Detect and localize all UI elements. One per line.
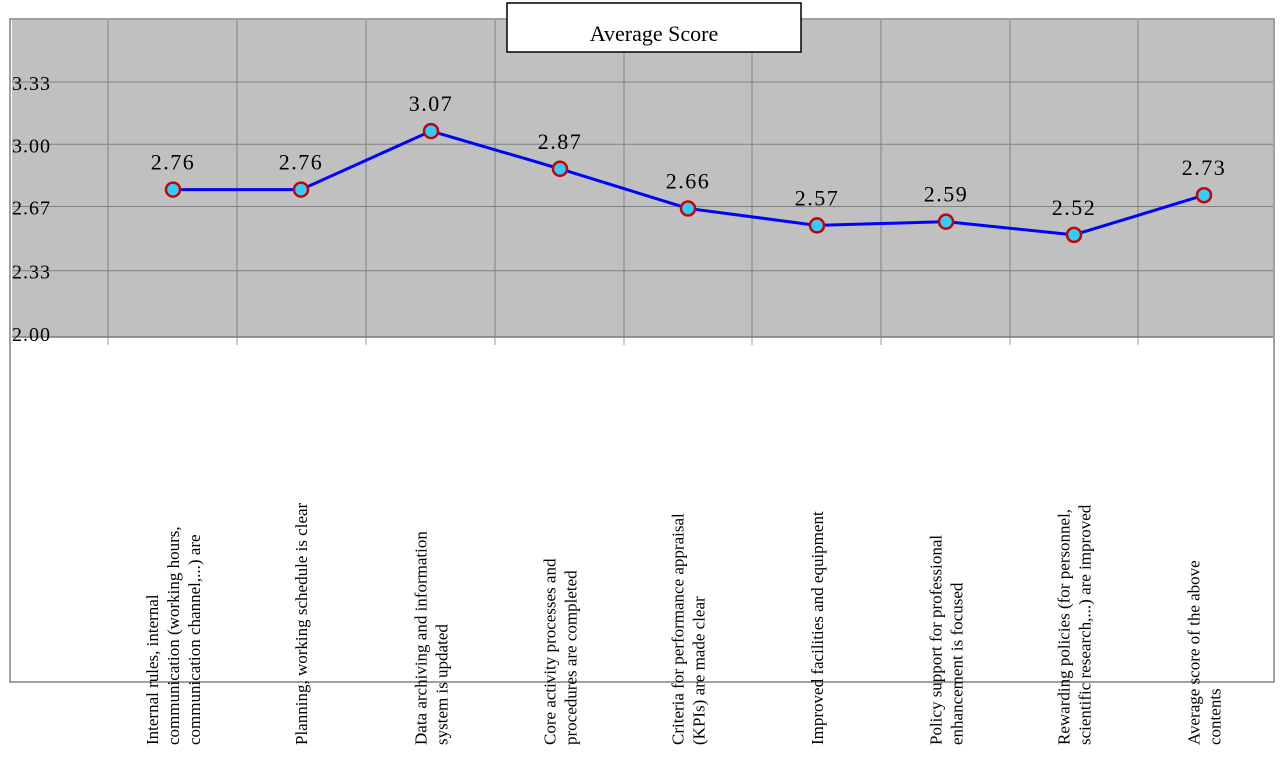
y-tick-label: 2.33 [12, 262, 51, 284]
x-category-label: communication (working hours, [164, 526, 183, 745]
x-category-label: Internal rules, internal [143, 594, 162, 745]
data-point-marker [1195, 186, 1213, 204]
data-label: 3.07 [409, 91, 454, 116]
data-label: 2.76 [279, 150, 324, 175]
data-label: 2.87 [538, 129, 583, 154]
data-label: 2.57 [795, 185, 840, 210]
x-category-label: contents [1206, 688, 1225, 745]
x-category-label: Rewarding policies (for personnel, [1055, 509, 1074, 745]
x-category-label: Planning, working schedule is clear [292, 502, 311, 745]
data-point-marker [551, 160, 569, 178]
x-category-label: Policy support for professional [927, 535, 946, 745]
data-point-marker [422, 122, 440, 140]
data-point-marker [292, 181, 310, 198]
y-tick-label: 2.00 [12, 324, 51, 346]
x-category-label: Average score of the above [1185, 560, 1204, 745]
data-label: 2.66 [666, 168, 711, 193]
data-labels: 2.76 2.76 3.07 2.87 2.66 2.57 2.59 2.52 2.73 [151, 91, 1227, 220]
y-axis-tick-labels: 3.33 3.00 2.67 2.33 2.00 [12, 73, 51, 346]
x-category-label: communication channel,...) are [185, 534, 204, 745]
title-box [506, 2, 802, 53]
x-category-label: (KPIs) are made clear [690, 596, 709, 745]
y-tick-label: 2.67 [12, 198, 51, 220]
plot-area [12, 20, 1273, 337]
data-point-marker [808, 217, 826, 234]
chart-title: Average Score [590, 21, 718, 46]
data-point-marker [679, 200, 697, 217]
data-label: 2.52 [1052, 195, 1097, 220]
horizontal-gridlines [12, 81, 1273, 338]
data-label: 2.59 [924, 182, 969, 207]
x-axis-category-labels: Internal rules, internal communication (w… [143, 502, 1225, 745]
data-label: 2.73 [1182, 155, 1227, 180]
x-category-label: Core activity processes and [541, 558, 560, 745]
x-category-label: Improved facilities and equipment [808, 511, 827, 745]
x-category-label: Data archiving and information [412, 531, 431, 745]
data-point-marker [164, 181, 182, 198]
x-category-label: scientific research,...) are improved [1076, 504, 1095, 745]
vertical-gridlines [107, 20, 1139, 345]
x-category-label: procedures are completed [562, 570, 581, 745]
data-point-marker [1065, 226, 1083, 244]
x-category-label: enhancement is focused [948, 582, 967, 745]
data-point-markers [164, 122, 1213, 244]
data-point-marker [937, 213, 955, 230]
data-label: 2.76 [151, 150, 196, 175]
y-tick-label: 3.33 [12, 73, 51, 95]
x-category-label: system is updated [433, 624, 452, 745]
x-category-label: Criteria for performance appraisal [669, 513, 688, 745]
y-tick-label: 3.00 [12, 135, 51, 157]
